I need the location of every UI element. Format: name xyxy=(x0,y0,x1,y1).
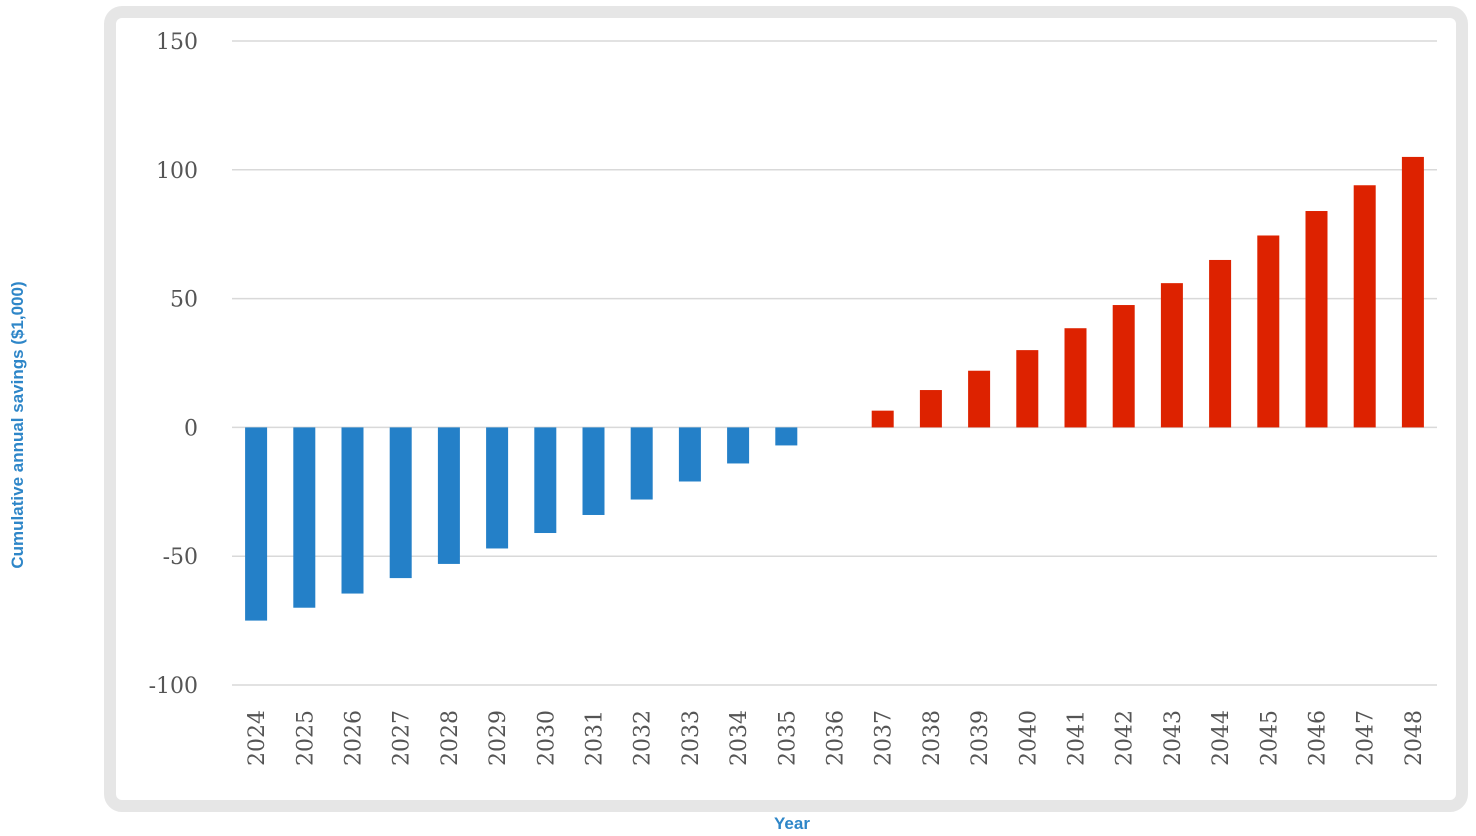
bar-2038 xyxy=(919,390,942,428)
bar-2041 xyxy=(1064,328,1087,428)
y-tick-label: 0 xyxy=(184,416,198,441)
x-tick-label: 2042 xyxy=(1113,710,1138,766)
bar-2035 xyxy=(775,427,798,446)
chart-frame xyxy=(104,6,1468,812)
x-tick-label: 2037 xyxy=(872,710,897,766)
x-tick-label: 2032 xyxy=(631,710,656,766)
x-tick-label: 2029 xyxy=(486,710,511,766)
bar-2042 xyxy=(1112,305,1135,428)
x-tick-label: 2030 xyxy=(534,710,559,766)
y-tick-label: 50 xyxy=(170,288,198,313)
x-tick-label: 2035 xyxy=(775,710,800,766)
x-tick-label: 2025 xyxy=(293,710,318,766)
x-tick-label: 2027 xyxy=(390,710,415,766)
y-axis-label: Cumulative annual savings ($1,000) xyxy=(8,281,27,569)
x-tick-label: 2045 xyxy=(1257,710,1282,766)
bar-2029 xyxy=(486,427,509,549)
bars xyxy=(245,156,1424,621)
bar-2030 xyxy=(534,427,557,534)
bar-2048 xyxy=(1401,156,1424,428)
y-tick-label: -100 xyxy=(149,674,198,699)
bar-2047 xyxy=(1353,185,1376,428)
bar-2045 xyxy=(1257,235,1280,428)
y-tick-label: 100 xyxy=(156,159,198,184)
bar-2040 xyxy=(1016,350,1039,428)
bar-2043 xyxy=(1160,283,1183,428)
bar-2046 xyxy=(1305,211,1328,428)
x-tick-label: 2039 xyxy=(968,710,993,766)
x-tick-label: 2038 xyxy=(920,710,945,766)
x-tick-label: 2044 xyxy=(1209,710,1234,766)
x-tick-label: 2048 xyxy=(1402,710,1427,766)
bar-2034 xyxy=(727,427,750,464)
bar-2033 xyxy=(678,427,701,482)
x-tick-label: 2031 xyxy=(583,710,608,766)
x-tick-label: 2034 xyxy=(727,710,752,766)
x-tick-label: 2028 xyxy=(438,710,463,766)
bar-2027 xyxy=(389,427,412,579)
x-tick-label: 2036 xyxy=(824,710,849,766)
bar-2026 xyxy=(341,427,364,594)
x-tick-label: 2046 xyxy=(1306,710,1331,766)
x-tick-label: 2040 xyxy=(1016,710,1041,766)
y-tick-labels: 150 100 50 0 -50 -100 xyxy=(149,30,198,699)
x-tick-label: 2033 xyxy=(679,710,704,766)
bar-2044 xyxy=(1209,259,1232,428)
gridlines xyxy=(232,40,1437,686)
y-tick-label: 150 xyxy=(156,30,198,55)
x-tick-labels: 2024 2025 2026 2027 2028 2029 2030 2031 2032 2033… xyxy=(245,710,1427,766)
x-tick-label: 2043 xyxy=(1161,710,1186,766)
bar-2031 xyxy=(582,427,605,515)
x-axis-label: Year xyxy=(774,814,810,833)
bar-2032 xyxy=(630,427,653,500)
bar-2028 xyxy=(437,427,460,564)
x-tick-label: 2041 xyxy=(1065,710,1090,766)
bar-2037 xyxy=(871,410,894,428)
bar-2025 xyxy=(293,427,316,608)
x-tick-label: 2047 xyxy=(1354,710,1379,766)
x-tick-label: 2026 xyxy=(342,710,367,766)
y-tick-label: -50 xyxy=(163,545,198,570)
x-tick-label: 2024 xyxy=(245,710,270,766)
bar-2039 xyxy=(968,370,991,428)
bar-2024 xyxy=(245,427,268,621)
